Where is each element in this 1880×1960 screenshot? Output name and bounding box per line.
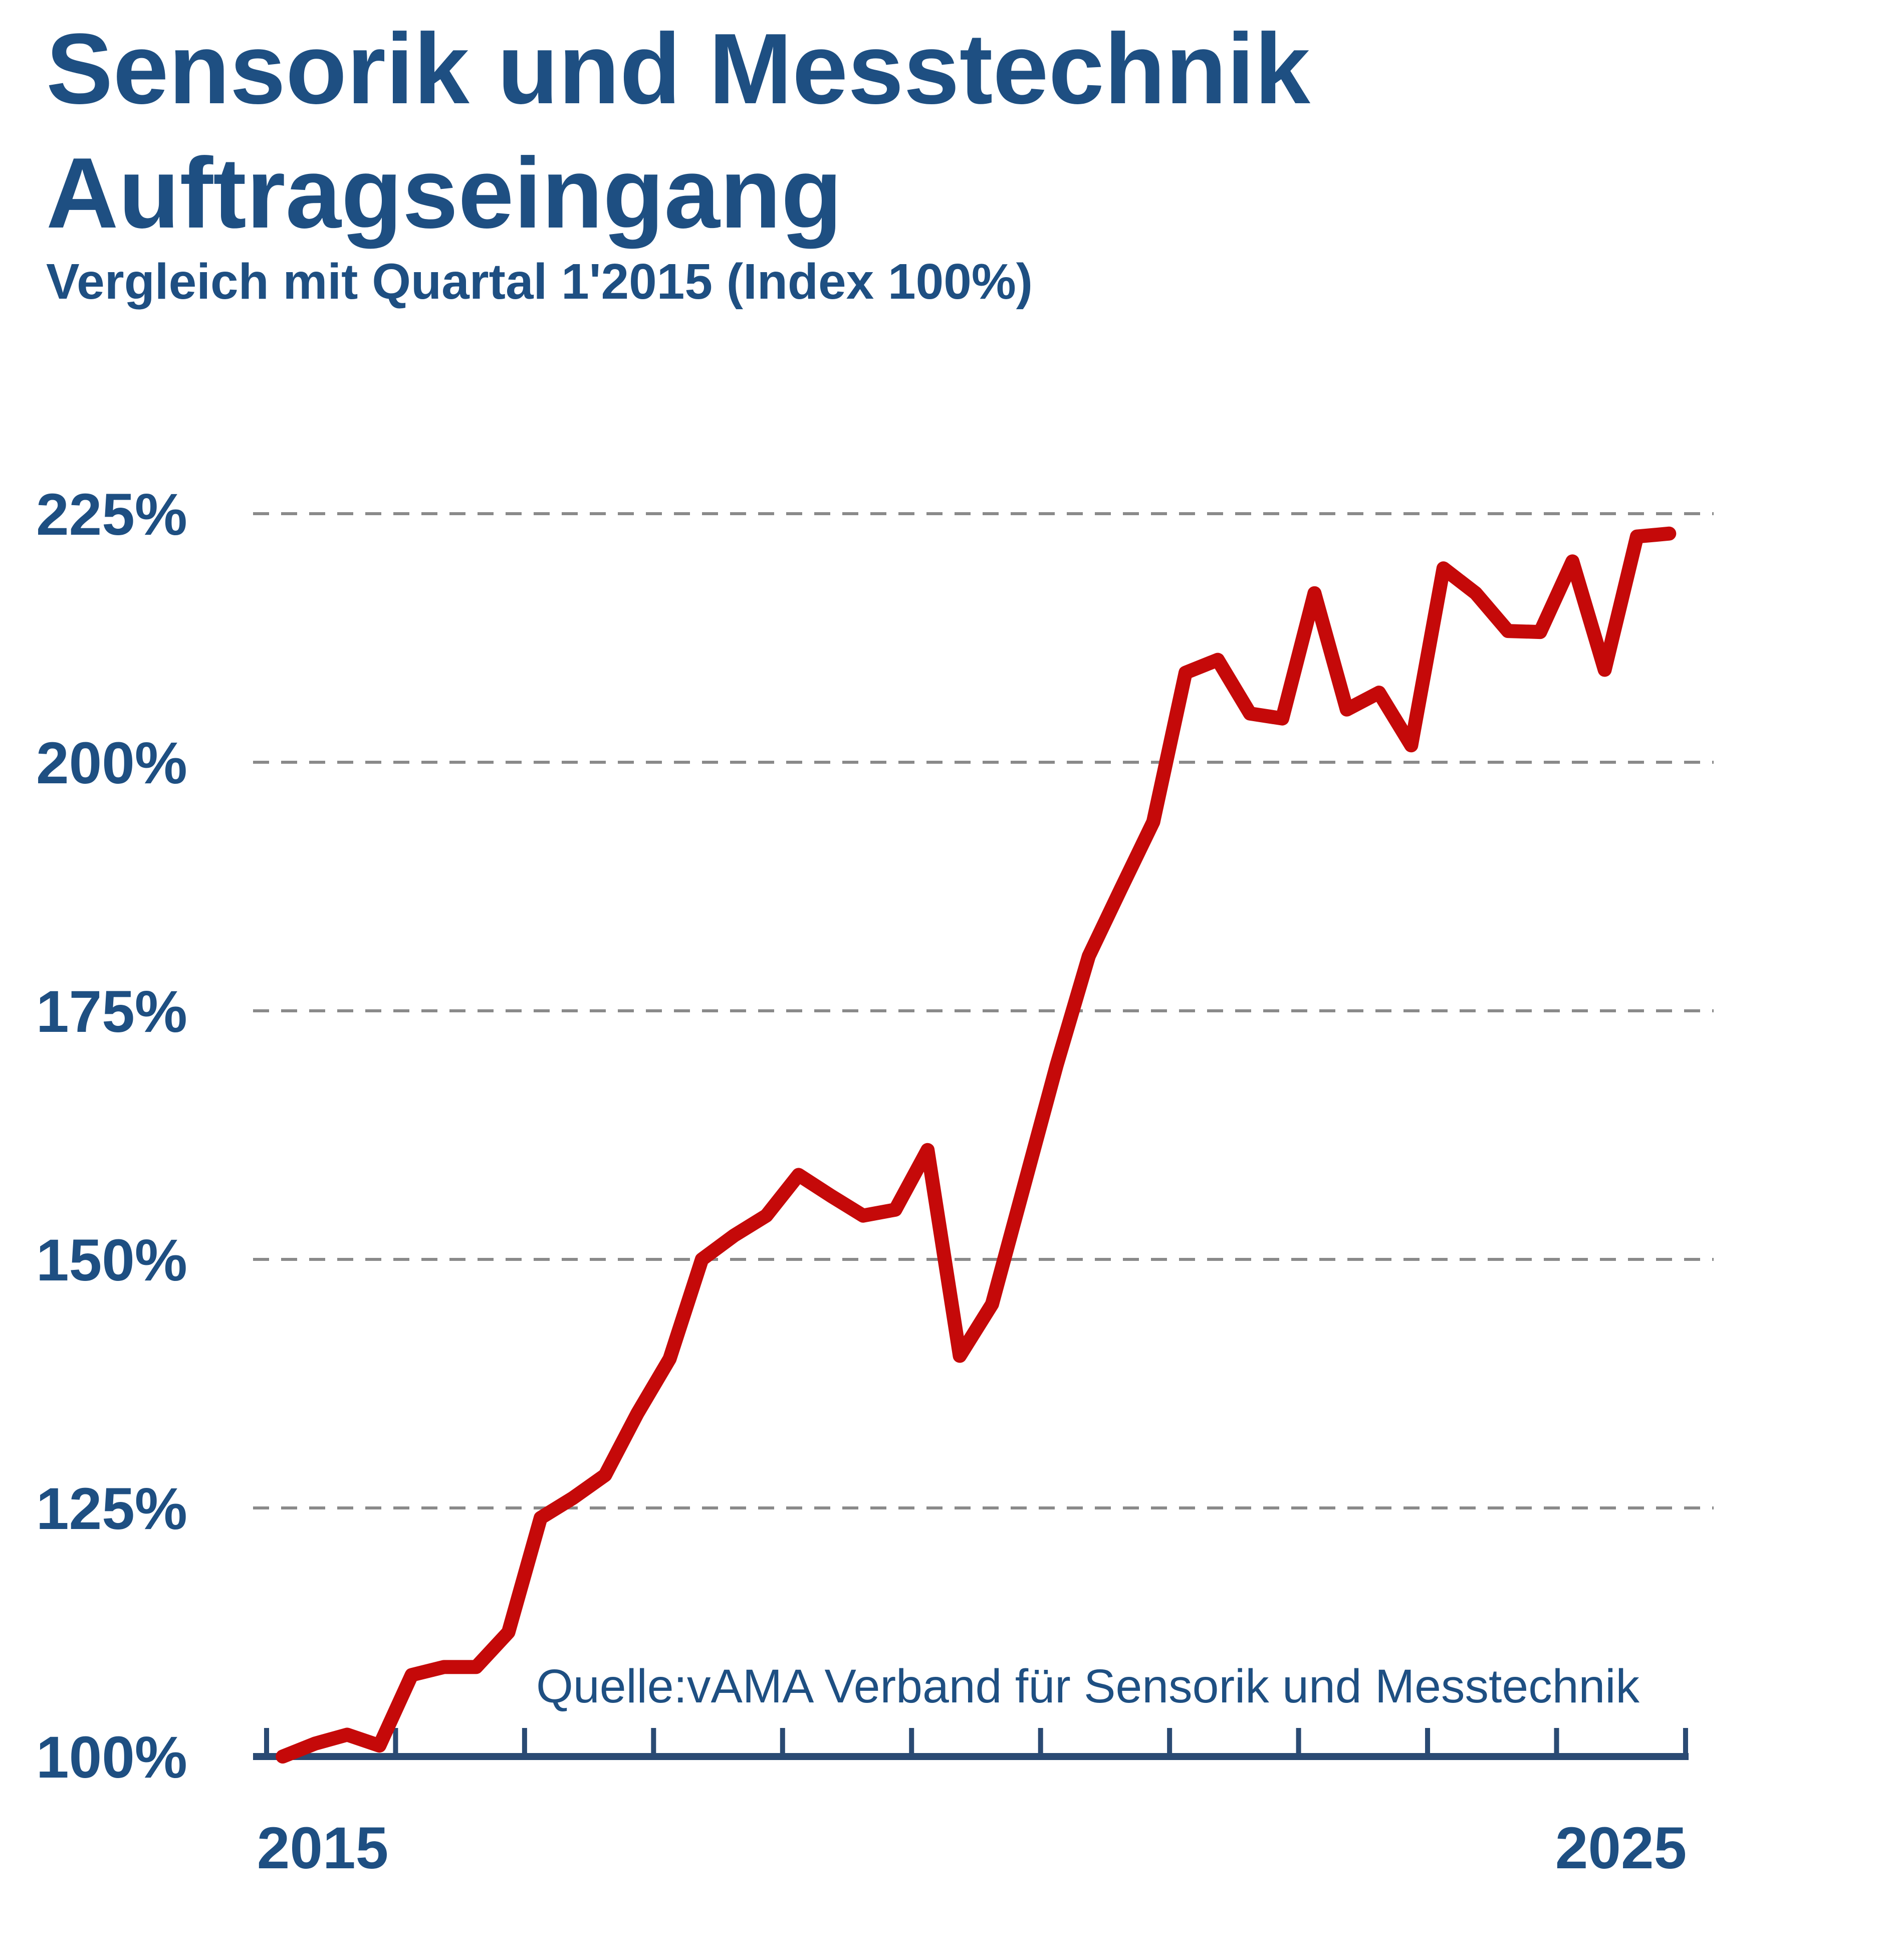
x-axis-label-2025: 2025 [1555, 1815, 1687, 1881]
page-title-line2: Auftragseingang [46, 137, 842, 249]
y-axis-labels: 225% 200% 175% 150% 125% 100% [36, 482, 187, 1791]
y-axis-label-150: 150% [36, 1227, 187, 1293]
source-note: Quelle:vAMA Verband für Sensorik und Mes… [536, 1660, 1639, 1713]
x-axis-ticks [264, 1728, 1688, 1757]
data-series-line [276, 526, 1677, 1764]
y-axis-label-200: 200% [36, 730, 187, 796]
page-title-line1: Sensorik und Messtechnik [46, 13, 1310, 125]
y-axis-label-125: 125% [36, 1476, 187, 1542]
y-axis-label-225: 225% [36, 482, 187, 548]
y-axis-label-100: 100% [36, 1724, 187, 1791]
x-axis-year-labels: 2015 2025 [257, 1815, 1687, 1881]
x-axis-label-2015: 2015 [257, 1815, 389, 1881]
page-subtitle: Vergleich mit Quartal 1'2015 (Index 100%… [46, 254, 1033, 310]
y-axis-label-175: 175% [36, 979, 187, 1045]
gridlines [253, 512, 1714, 1509]
